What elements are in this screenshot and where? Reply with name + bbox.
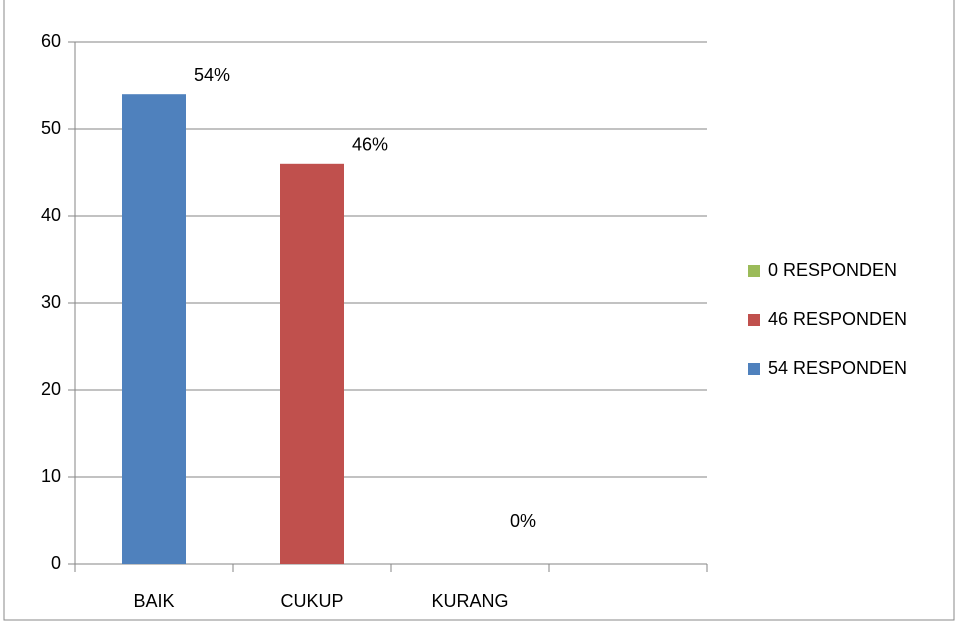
- bar: [280, 163, 344, 565]
- legend-label: 0 RESPONDEN: [768, 260, 897, 280]
- legend-swatch: [748, 314, 760, 326]
- data-label: 46%: [352, 135, 388, 155]
- x-tick-label: BAIK: [133, 591, 174, 611]
- bar: [122, 94, 186, 564]
- y-tick-label: 0: [51, 553, 61, 573]
- legend-swatch: [748, 363, 760, 375]
- data-label: 54%: [194, 65, 230, 85]
- legend-swatch: [748, 265, 760, 277]
- y-tick-label: 20: [41, 379, 61, 399]
- y-tick-label: 60: [41, 31, 61, 51]
- y-tick-label: 10: [41, 466, 61, 486]
- x-tick-label: KURANG: [431, 591, 508, 611]
- y-tick-label: 40: [41, 205, 61, 225]
- legend-label: 54 RESPONDEN: [768, 358, 907, 378]
- y-tick-label: 50: [41, 118, 61, 138]
- legend-label: 46 RESPONDEN: [768, 309, 907, 329]
- data-label: 0%: [510, 511, 536, 531]
- y-tick-label: 30: [41, 292, 61, 312]
- x-tick-label: CUKUP: [280, 591, 343, 611]
